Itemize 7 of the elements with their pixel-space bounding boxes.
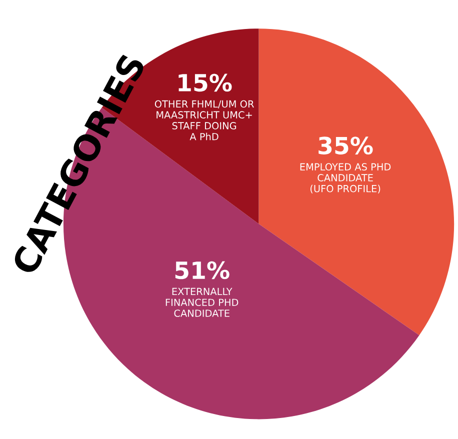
- data-label: 51%: [175, 261, 230, 280]
- pie-slice: [258, 28, 454, 336]
- slice-label: OTHER FHML/UM OR MAASTRICHT UMC+ STAFF DOING A PhD: [154, 100, 254, 140]
- slice-label: EMPLOYED AS PHD CANDIDATE (UFO PROFILE): [300, 163, 391, 194]
- data-label: 35%: [318, 136, 373, 154]
- data-label: 15%: [178, 74, 232, 92]
- slice-label: EXTERNALLY FINANCED PHD CANDIDATE: [166, 288, 238, 317]
